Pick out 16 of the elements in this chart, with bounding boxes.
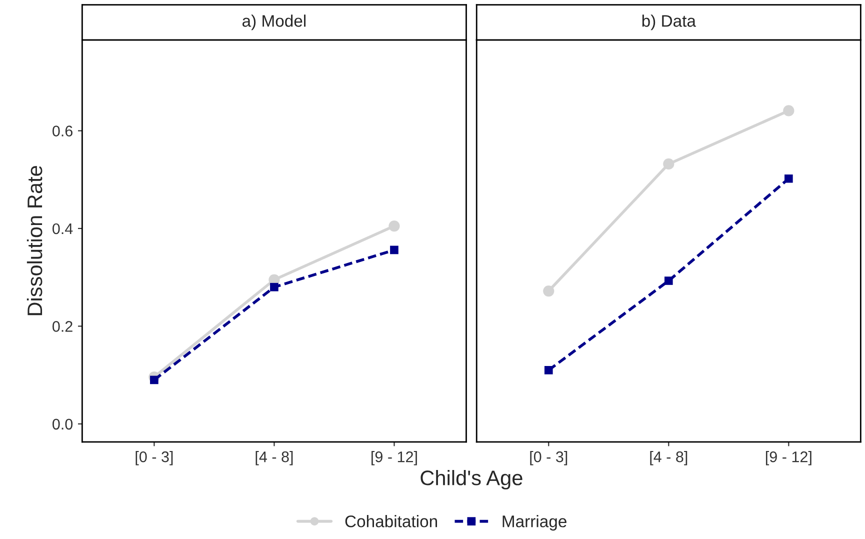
x-tick-label: [4 - 8] — [256, 451, 293, 466]
chart-title: b) Data — [642, 14, 696, 30]
legend-label: Marriage — [502, 515, 566, 531]
y-tick-label: 0.0 — [52, 418, 73, 430]
x-tick-label: [0 - 3] — [136, 451, 173, 466]
y-axis-title: Dissolution Rate — [26, 166, 42, 316]
x-axis-title: Child's Age — [420, 470, 522, 490]
legend-label: Cohabitation — [345, 515, 438, 528]
x-tick-label: [9 - 12] — [372, 451, 417, 466]
x-tick-label: [0 - 3] — [530, 451, 568, 466]
y-tick-label: 0.2 — [52, 321, 72, 332]
y-tick-label: 0.6 — [52, 126, 72, 136]
x-tick-label: [4 - 8] — [650, 451, 688, 466]
chart-title: a) Model — [242, 14, 306, 30]
x-tick-label: [9 - 12] — [766, 451, 812, 466]
y-tick-label: 0.4 — [52, 223, 73, 234]
